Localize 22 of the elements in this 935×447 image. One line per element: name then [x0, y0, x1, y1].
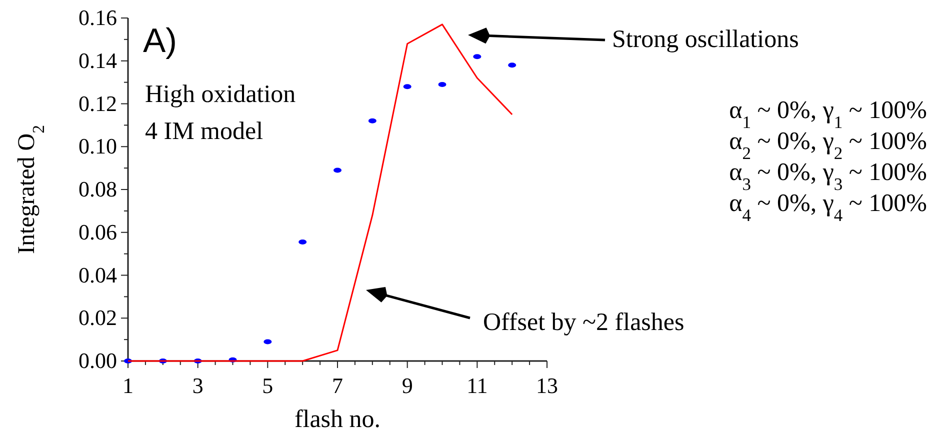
x-tick-label: 11	[466, 373, 488, 398]
x-axis-title: flash no.	[294, 406, 381, 433]
y-tick-label: 0.02	[78, 305, 117, 330]
y-tick-label: 0.10	[78, 134, 117, 159]
y-tick-label: 0.14	[78, 48, 117, 73]
y-tick-label: 0.06	[78, 219, 117, 244]
x-tick-label: 7	[332, 373, 343, 398]
x-tick-label: 13	[536, 373, 558, 398]
annotation: A)	[143, 22, 177, 60]
annotation: 4 IM model	[145, 118, 264, 145]
annotation: Offset by ~2 flashes	[483, 309, 684, 336]
text: Strong oscillations	[612, 26, 799, 53]
x-tick-label: 3	[192, 373, 204, 398]
x-tick-label: 5	[262, 373, 274, 398]
y-tick-label: 0.04	[78, 262, 117, 288]
y-tick-label: 0.16	[78, 5, 117, 30]
annotation: High oxidation	[145, 81, 296, 108]
y-tick-label: 0.12	[78, 90, 117, 116]
x-tick-label: 1	[122, 373, 134, 398]
y-tick-label: 0.00	[78, 348, 117, 373]
x-tick-label: 9	[402, 373, 413, 398]
y-tick-label: 0.08	[78, 176, 117, 202]
